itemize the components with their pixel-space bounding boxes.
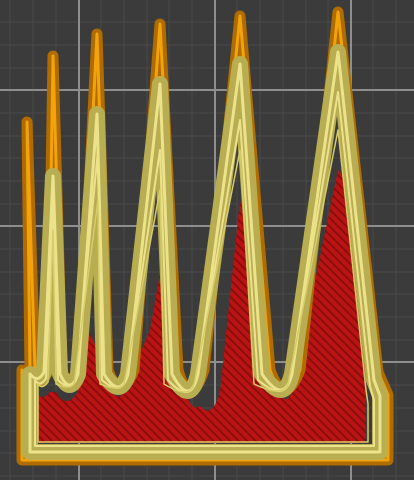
infill-region	[38, 170, 366, 443]
perimeter-walls	[16, 6, 394, 466]
